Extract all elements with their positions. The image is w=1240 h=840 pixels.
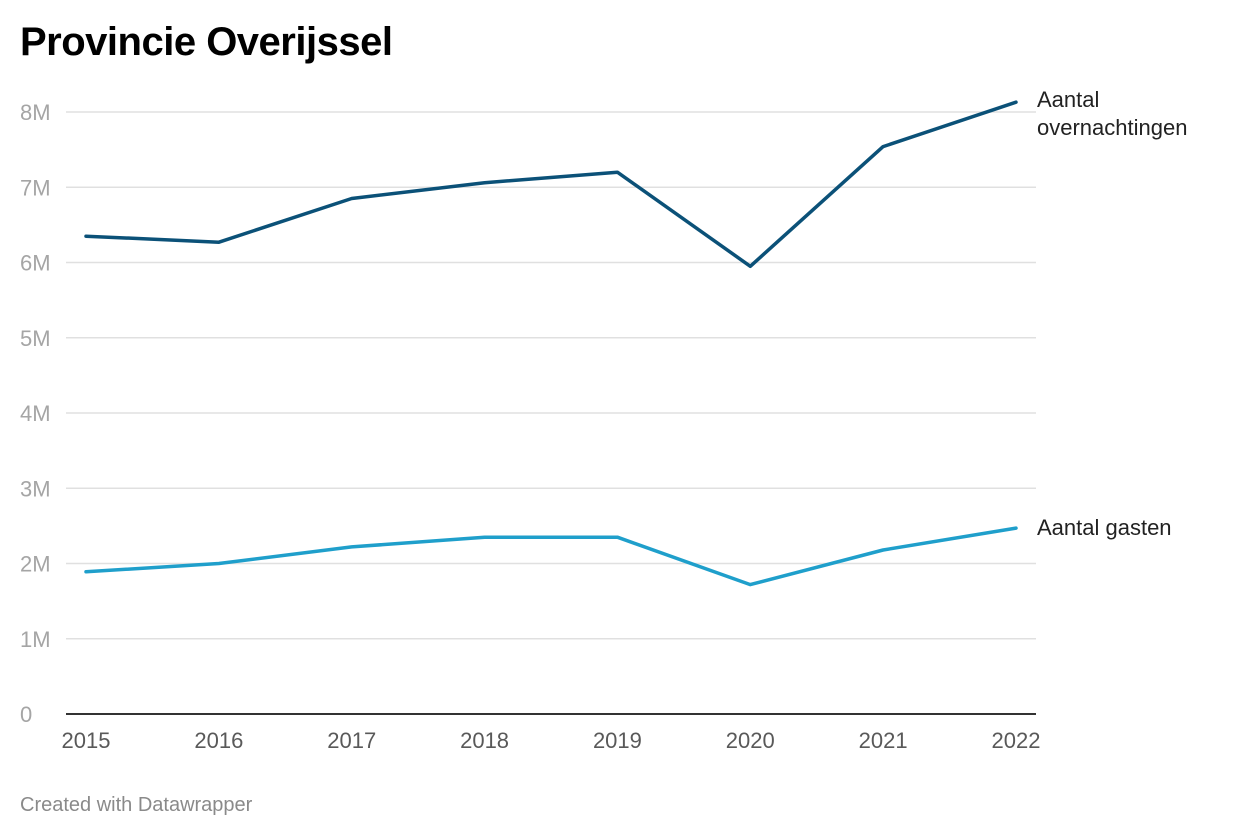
x-tick-label-2021: 2021 [859,728,908,753]
y-tick-label-8: 8M [20,100,51,125]
y-tick-label-2: 2M [20,552,51,577]
x-axis: 2015 2016 2017 2018 2019 2020 2021 2022 [62,713,1041,753]
series-label-1: Aantal gasten [1037,515,1172,540]
series-line-0 [84,100,1018,269]
x-tick-label-2019: 2019 [593,728,642,753]
x-tick-label-2016: 2016 [194,728,243,753]
y-tick-label-6: 6M [20,251,51,276]
gridlines [66,111,1036,640]
y-tick-label-0: 0 [20,702,32,727]
x-tick-label-2018: 2018 [460,728,509,753]
series-labels: Aantal overnachtingen Aantal gasten [1037,87,1187,540]
footer-credit: Created with Datawrapper [20,794,253,816]
chart-title: Provincie Overijssel [20,20,393,64]
y-tick-label-5: 5M [20,326,51,351]
y-tick-label-7: 7M [20,175,51,200]
y-tick-label-3: 3M [20,476,51,501]
y-tick-label-4: 4M [20,401,51,426]
x-tick-label-2015: 2015 [62,728,111,753]
y-axis-tick-labels: 0 1M 2M 3M 4M 5M 6M 7M 8M [20,100,51,727]
series-lines [84,100,1018,587]
x-tick-label-2020: 2020 [726,728,775,753]
x-tick-label-2017: 2017 [327,728,376,753]
series-line-1 [84,526,1018,587]
x-tick-label-2022: 2022 [992,728,1041,753]
series-label-0: Aantal overnachtingen [1037,87,1187,140]
y-tick-label-1: 1M [20,627,51,652]
